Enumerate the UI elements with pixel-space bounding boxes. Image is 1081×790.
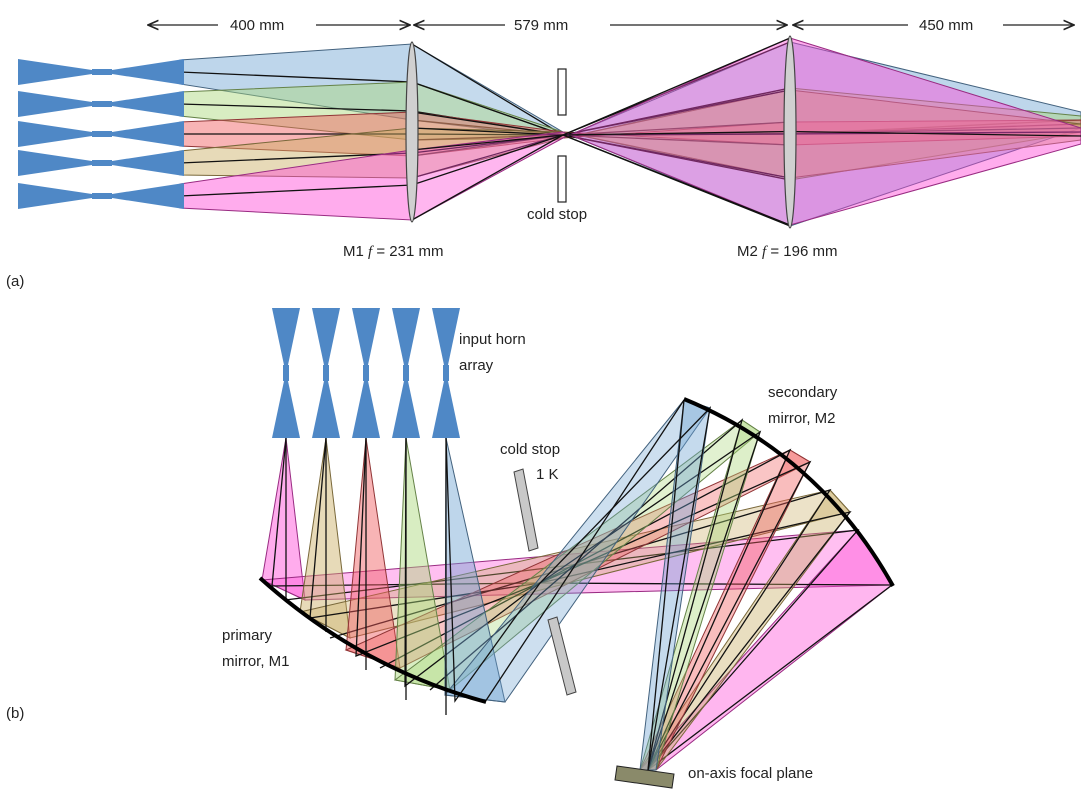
horn-a-3-front xyxy=(112,121,184,147)
horn-b-3-waveguide xyxy=(363,365,369,381)
cold-stop-label: cold stop xyxy=(527,206,587,223)
secondary-mirror-m2 xyxy=(683,397,895,587)
horn-a-5-back xyxy=(18,183,92,209)
m2-focal-label: M2 f = 196 mm xyxy=(737,243,837,260)
beam-b-5-chief-ray xyxy=(445,406,711,771)
focal-plane-label: on-axis focal plane xyxy=(688,765,813,782)
m1-f-symbol: f xyxy=(368,244,374,260)
m2-f-symbol: f xyxy=(762,244,768,260)
horn-b-1-top xyxy=(272,308,300,365)
dim-579-label: 579 mm xyxy=(514,17,568,34)
cold-stop-lower-b xyxy=(547,616,577,696)
beam-a-5-seg3 xyxy=(789,37,1081,226)
horn-a-3-waveguide xyxy=(92,131,112,137)
cold-stop-b-label-line2: 1 K xyxy=(536,466,559,483)
panel-b-label: (b) xyxy=(6,705,24,722)
horn-b-4-bottom xyxy=(392,381,420,438)
cold-stop-lower xyxy=(557,155,567,203)
horn-b-5-waveguide xyxy=(443,365,449,381)
horn-array-label-line2: array xyxy=(459,357,494,374)
horn-a-2-front xyxy=(112,91,184,117)
horn-b-2-waveguide xyxy=(323,365,329,381)
primary-mirror-label-line1: primary xyxy=(222,627,273,644)
beams-b xyxy=(260,399,894,771)
horn-array-label-line1: input horn xyxy=(459,331,526,348)
horn-b-3-bottom xyxy=(352,381,380,438)
beam-b-2-marginal-ray xyxy=(329,488,832,771)
m1-focal-label: M1 f = 231 mm xyxy=(343,243,443,260)
horn-a-5-waveguide xyxy=(92,193,112,199)
horn-a-1-back xyxy=(18,59,92,85)
m2-name: M2 xyxy=(737,243,762,260)
m2-value: = 196 mm xyxy=(766,243,837,260)
horn-b-4-top xyxy=(392,308,420,365)
horn-a-4-waveguide xyxy=(92,160,112,166)
horn-b-1-bottom xyxy=(272,381,300,438)
horn-b-2-bottom xyxy=(312,381,340,438)
m1-name: M1 xyxy=(343,243,368,260)
horn-a-2-waveguide xyxy=(92,101,112,107)
m1-value: = 231 mm xyxy=(372,243,443,260)
dim-400-label: 400 mm xyxy=(230,17,284,34)
horn-a-4-front xyxy=(112,150,184,176)
lens-m2 xyxy=(783,35,797,229)
horn-a-2-back xyxy=(18,91,92,117)
primary-mirror-m1 xyxy=(258,576,487,704)
beam-a-5-marginal-ray-2 xyxy=(411,37,791,221)
horn-b-5-bottom xyxy=(432,381,460,438)
beam-b-4-marginal-ray xyxy=(429,418,744,771)
horn-a-4-back xyxy=(18,150,92,176)
dim-450-label: 450 mm xyxy=(919,17,973,34)
horn-a-3-back xyxy=(18,121,92,147)
horn-b-3-top xyxy=(352,308,380,365)
primary-mirror-label-line2: mirror, M1 xyxy=(222,653,290,670)
cold-stop-upper xyxy=(557,68,567,116)
horn-b-1-waveguide xyxy=(283,365,289,381)
cold-stop-b-label-line1: cold stop xyxy=(500,441,560,458)
horn-a-1-front xyxy=(112,59,184,85)
beam-b-3-marginal-ray xyxy=(379,448,792,771)
cold-stop-upper-b xyxy=(513,468,539,552)
horn-array-b xyxy=(272,308,460,438)
horn-array-a xyxy=(18,59,184,209)
horn-a-5-front xyxy=(112,183,184,209)
secondary-mirror-label-line1: secondary xyxy=(768,384,838,401)
horn-b-2-top xyxy=(312,308,340,365)
horn-a-1-waveguide xyxy=(92,69,112,75)
lens-m1 xyxy=(405,41,419,223)
panel-b: input horn array cold stop 1 K secondary… xyxy=(6,308,895,789)
horn-b-5-top xyxy=(432,308,460,365)
secondary-mirror-label-line2: mirror, M2 xyxy=(768,410,836,427)
focal-plane xyxy=(614,765,675,789)
panel-a: 400 mm 579 mm 450 mm cold stop M1 f = 23… xyxy=(6,17,1081,290)
horn-b-4-waveguide xyxy=(403,365,409,381)
panel-a-label: (a) xyxy=(6,273,24,290)
beams-a xyxy=(179,37,1081,227)
